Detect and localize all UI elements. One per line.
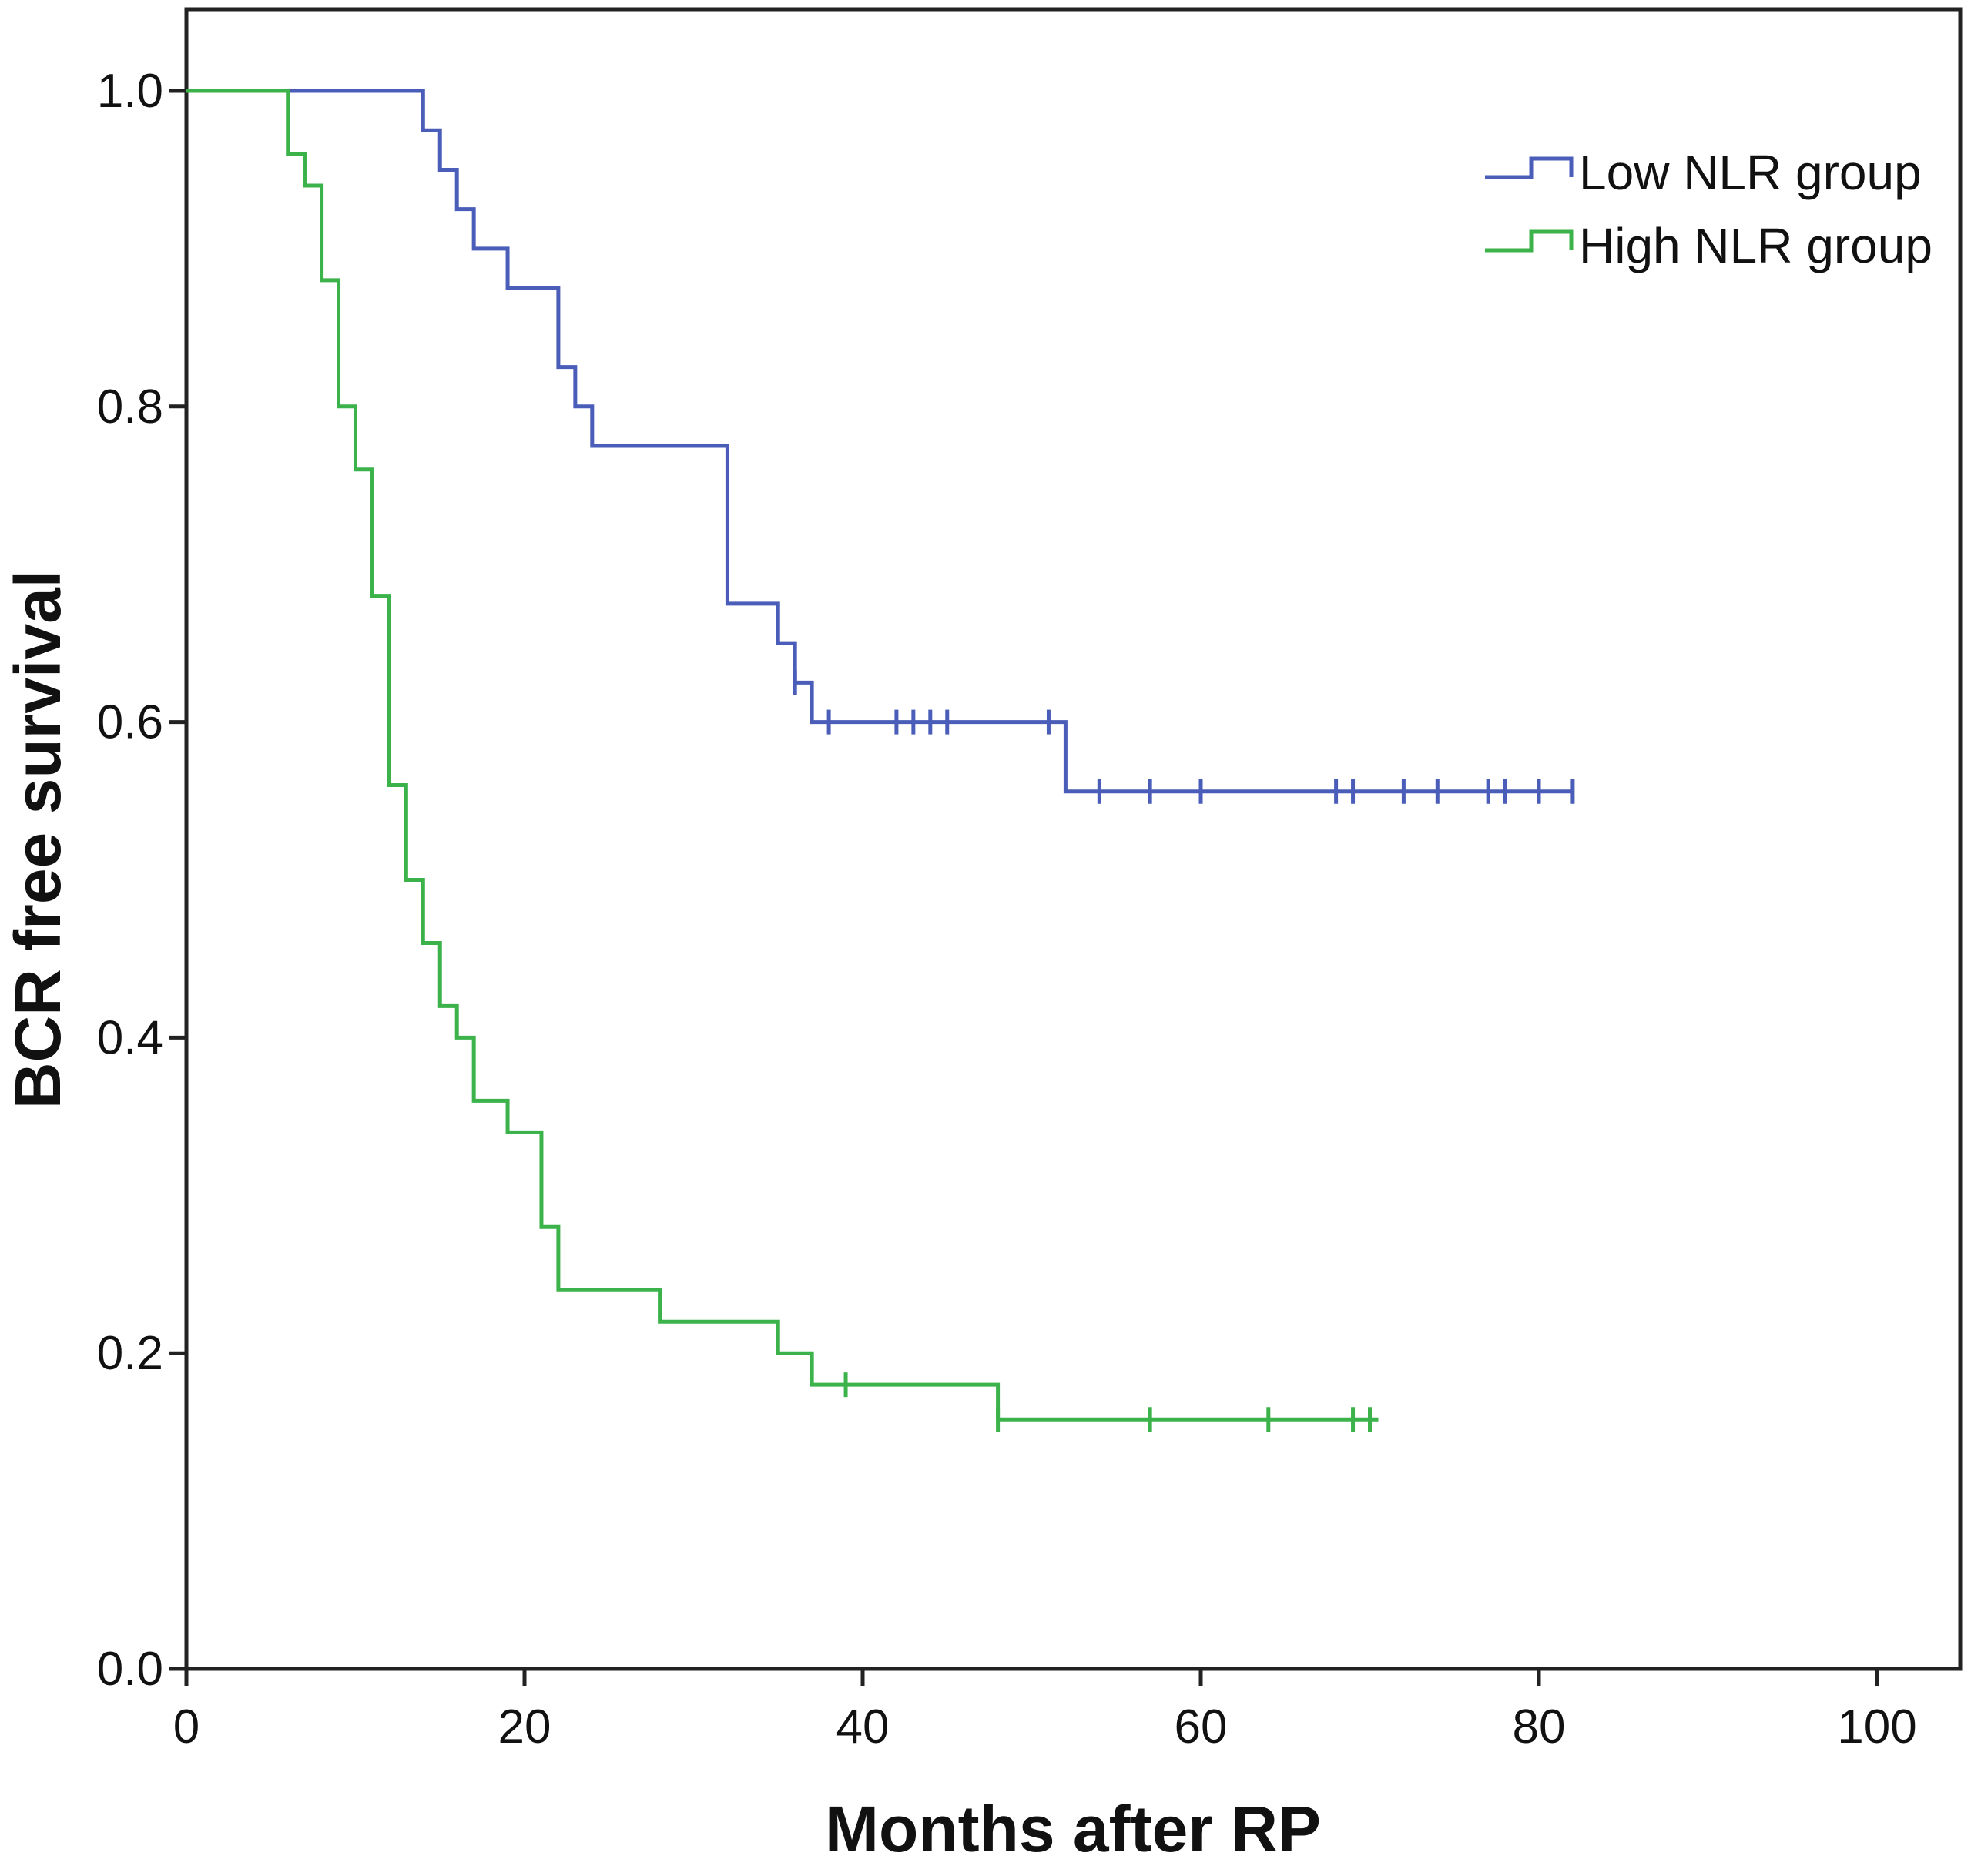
- plot-frame: [184, 7, 1963, 1671]
- x-tick-label: 0: [173, 1700, 199, 1754]
- y-tick-label: 0.8: [97, 380, 163, 434]
- legend-swatch-low-nlr: [1485, 156, 1574, 179]
- x-tick-label: 100: [1837, 1700, 1916, 1754]
- y-tick-label: 0.2: [97, 1327, 163, 1380]
- x-tick-label: 60: [1175, 1700, 1228, 1754]
- legend-label-low-nlr: Low NLR group: [1579, 145, 1922, 200]
- y-tick-label: 0.6: [97, 696, 163, 749]
- x-tick-label: 20: [498, 1700, 551, 1754]
- x-tick-label: 40: [836, 1700, 890, 1754]
- y-axis-ticks: 0.0 0.2 0.4 0.6 0.8 1.0: [97, 65, 186, 1696]
- x-axis-title: Months after RP: [825, 1793, 1321, 1865]
- x-tick-label: 80: [1513, 1700, 1566, 1754]
- series-line-0: [186, 89, 1573, 794]
- series-line-1: [186, 89, 1379, 1422]
- x-axis-ticks: 0 20 40 60 80 100: [173, 1669, 1917, 1754]
- series-layer: [186, 89, 1575, 1432]
- legend-label-high-nlr: High NLR group: [1579, 218, 1932, 273]
- legend-swatch-high-nlr: [1485, 229, 1574, 253]
- y-tick-label: 0.4: [97, 1011, 163, 1064]
- y-tick-label: 1.0: [97, 65, 163, 118]
- y-axis-title: BCR free survival: [2, 570, 74, 1109]
- legend: Low NLR group High NLR group: [1485, 145, 1932, 273]
- y-tick-label: 0.0: [97, 1643, 163, 1696]
